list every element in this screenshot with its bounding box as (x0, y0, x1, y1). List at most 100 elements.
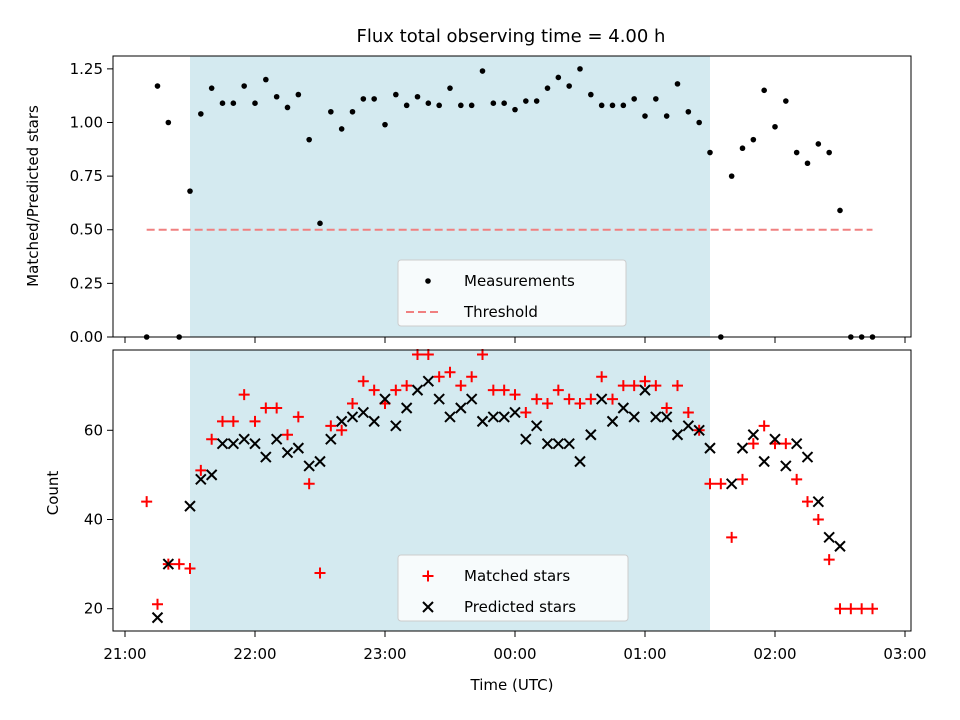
legend-label: Matched stars (464, 567, 570, 585)
matched-star-point (747, 438, 759, 450)
predicted-star-point (541, 437, 554, 450)
measurement-point (523, 98, 529, 104)
matched-star-point (336, 424, 348, 436)
predicted-star-point (303, 460, 315, 472)
x-tick-label: 02:00 (753, 645, 796, 663)
measurement-point (739, 145, 746, 152)
legend-marker (422, 570, 434, 582)
measurement-point (306, 136, 312, 143)
measurement-point (360, 96, 367, 102)
matched-star-point (249, 415, 261, 427)
measurement-point (458, 102, 464, 109)
predicted-star-point (314, 455, 326, 468)
matched-star-point (271, 402, 283, 414)
measurement-point (588, 91, 594, 98)
matched-star-point (368, 384, 380, 396)
measurement-point (338, 126, 345, 132)
predicted-star-point (368, 415, 380, 428)
predicted-star-point (444, 411, 456, 423)
predicted-star-point (422, 375, 435, 387)
y-tick-label: 20 (84, 600, 103, 618)
predicted-star-point (682, 420, 695, 432)
matched-star-point (650, 380, 662, 392)
measurement-point (804, 160, 811, 167)
matched-star-point (303, 478, 315, 490)
predicted-star-point (780, 460, 792, 472)
y-tick-label: 60 (84, 421, 103, 439)
measurement-point (815, 141, 822, 147)
matched-star-point (552, 384, 564, 396)
x-tick-label: 23:00 (363, 645, 406, 663)
predicted-star-point (650, 411, 662, 423)
predicted-star-point (476, 415, 489, 428)
measurement-point (382, 121, 388, 128)
predicted-star-point (660, 411, 673, 423)
legend-label: Threshold (463, 303, 538, 321)
predicted-star-point (509, 406, 521, 419)
matched-star-point (563, 393, 575, 405)
bottom-panel: 20 40 60 21:00 22:00 23:00 00:00 01:00 02:00 03:… (44, 348, 927, 694)
top-chart-title: Flux total observing time = 4.00 h (357, 26, 666, 47)
measurement-point (653, 96, 659, 102)
matched-star-point (812, 513, 824, 525)
matched-star-point (184, 563, 196, 575)
measurement-point (544, 85, 551, 91)
matched-star-point (206, 433, 218, 445)
measurement-point (198, 111, 204, 117)
matched-star-point (509, 389, 521, 401)
matched-star-point (477, 348, 488, 360)
predicted-star-point (238, 433, 250, 445)
x-tick-label: 00:00 (493, 645, 536, 663)
matched-star-point (422, 348, 434, 360)
matched-star-point (357, 375, 369, 387)
matched-star-point (715, 478, 727, 490)
measurement-point (772, 123, 778, 130)
matched-star-point (682, 406, 694, 418)
measurement-point (252, 100, 258, 106)
x-tick-label: 03:00 (883, 645, 926, 663)
predicted-star-point (552, 437, 565, 450)
predicted-star-point (530, 420, 543, 432)
measurement-point (512, 106, 518, 113)
measurement-point (468, 102, 475, 109)
predicted-star-point (249, 437, 261, 450)
measurement-point (208, 85, 215, 91)
matched-star-point (466, 371, 478, 383)
measurement-point (154, 83, 161, 89)
measurement-point (826, 149, 832, 156)
matched-star-point (758, 420, 770, 432)
matched-star-point (823, 554, 835, 566)
predicted-star-point (725, 478, 738, 490)
predicted-star-point (520, 433, 532, 445)
y-tick-label: 0.75 (70, 167, 103, 185)
measurement-point (761, 87, 767, 94)
predicted-star-point (823, 531, 835, 544)
matched-star-point (347, 398, 358, 410)
y-tick-label: 1.25 (70, 60, 103, 78)
matched-star-point (780, 438, 792, 450)
predicted-star-point (704, 442, 716, 454)
predicted-star-point (617, 402, 630, 414)
matched-star-point (737, 473, 748, 485)
predicted-star-point (574, 455, 586, 468)
predicted-star-point (390, 420, 402, 432)
predicted-star-point (465, 393, 478, 405)
measurement-point (783, 98, 789, 104)
measurement-point (674, 81, 681, 87)
measurement-point (328, 108, 334, 115)
x-axis-label: Time (UTC) (470, 676, 554, 694)
measurement-point (479, 68, 486, 74)
predicted-star-point (346, 411, 359, 423)
matched-star-point (542, 398, 553, 410)
matched-star-point (520, 406, 532, 418)
x-tick-label: 22:00 (233, 645, 276, 663)
matched-star-point (390, 384, 402, 396)
measurement-point (187, 188, 193, 194)
predicted-star-point (195, 473, 207, 486)
matched-star-point (227, 415, 239, 427)
matched-star-point (195, 464, 207, 476)
y-tick-label: 1.00 (70, 113, 103, 131)
predicted-star-point (606, 415, 619, 428)
predicted-star-point (628, 411, 640, 423)
matched-star-point (238, 389, 250, 401)
